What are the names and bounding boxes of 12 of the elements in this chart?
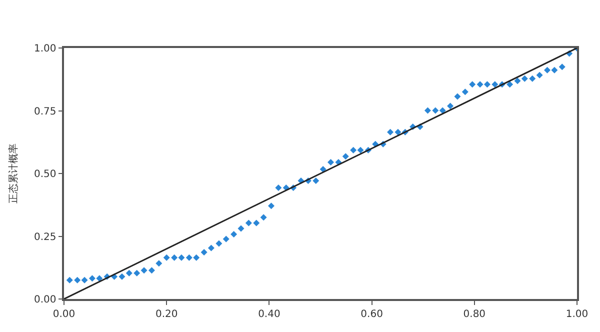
x-tick-label: 0.80 <box>463 308 486 320</box>
y-tick-label: 1.00 <box>34 44 56 54</box>
y-axis-title: 正态累计概率 <box>7 144 20 204</box>
x-tick-label: 0.20 <box>155 308 178 320</box>
x-tick-label: 1.00 <box>566 308 588 320</box>
x-tick-label: 0.40 <box>258 308 280 320</box>
x-tick-label: 0.00 <box>52 308 76 320</box>
y-tick-label: 0.25 <box>34 232 56 243</box>
x-tick-label: 0.60 <box>360 308 383 320</box>
y-tick-label: 0.50 <box>34 169 56 180</box>
y-tick-label: 0.75 <box>34 106 56 118</box>
y-tick-label: 0.00 <box>34 294 56 306</box>
